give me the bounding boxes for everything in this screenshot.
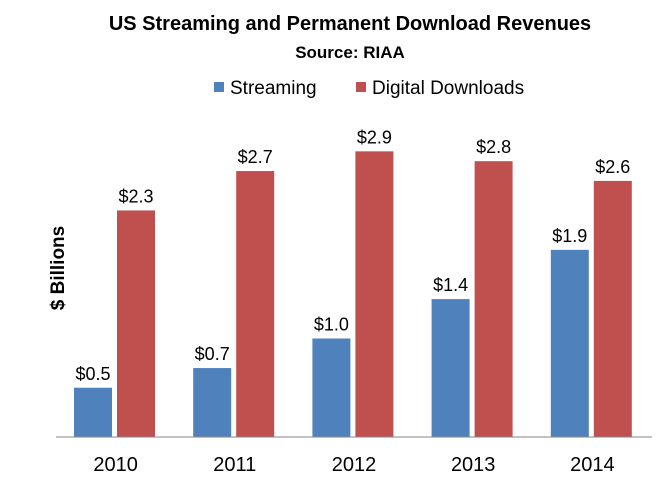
chart-title: US Streaming and Permanent Download Reve…	[109, 13, 591, 35]
bar-streaming-2014	[550, 249, 589, 437]
bar-digital-downloads-2014	[593, 180, 632, 437]
x-tick-label-2013: 2013	[451, 454, 496, 476]
x-axis-ticks: 2010 2011 2012 2013 2014	[93, 454, 614, 476]
x-tick-label-2010: 2010	[93, 454, 138, 476]
legend-label-digital-downloads: Digital Downloads	[372, 78, 524, 99]
chart-subtitle: Source: RIAA	[295, 43, 405, 62]
y-axis-label: $ Billions	[48, 226, 69, 310]
data-label-digital-downloads-2010: $2.3	[118, 186, 153, 206]
bar-streaming-2012	[312, 338, 351, 437]
data-label-digital-downloads-2014: $2.6	[595, 157, 630, 177]
bar-labels-group: $0.5 $2.3 $0.7 $2.7 $1.0 $2.9 $1.4 $2.8 $1.9 $2.6	[75, 127, 630, 383]
data-label-streaming-2012: $1.0	[314, 315, 349, 335]
bar-streaming-2013	[431, 299, 470, 437]
data-label-streaming-2010: $0.5	[75, 364, 110, 384]
data-label-digital-downloads-2012: $2.9	[357, 127, 392, 147]
bar-digital-downloads-2013	[474, 161, 513, 437]
data-label-digital-downloads-2011: $2.7	[238, 147, 273, 167]
x-tick-label-2011: 2011	[213, 454, 256, 476]
x-tick-label-2012: 2012	[332, 454, 377, 476]
data-label-streaming-2014: $1.9	[552, 226, 587, 246]
legend-swatch-digital-downloads	[356, 82, 366, 92]
bar-streaming-2011	[193, 368, 232, 437]
data-label-streaming-2013: $1.4	[433, 275, 468, 295]
bar-digital-downloads-2011	[236, 171, 275, 438]
legend-label-streaming: Streaming	[230, 78, 317, 99]
data-label-digital-downloads-2013: $2.8	[476, 137, 511, 157]
bar-digital-downloads-2010	[117, 210, 155, 437]
bar-streaming-2010	[74, 387, 112, 437]
bar-digital-downloads-2012	[355, 151, 394, 437]
legend-swatch-streaming	[214, 82, 224, 92]
data-label-streaming-2011: $0.7	[195, 344, 230, 364]
legend: Streaming Digital Downloads	[214, 78, 524, 99]
bars-group	[74, 151, 632, 438]
x-tick-label-2014: 2014	[570, 454, 615, 476]
